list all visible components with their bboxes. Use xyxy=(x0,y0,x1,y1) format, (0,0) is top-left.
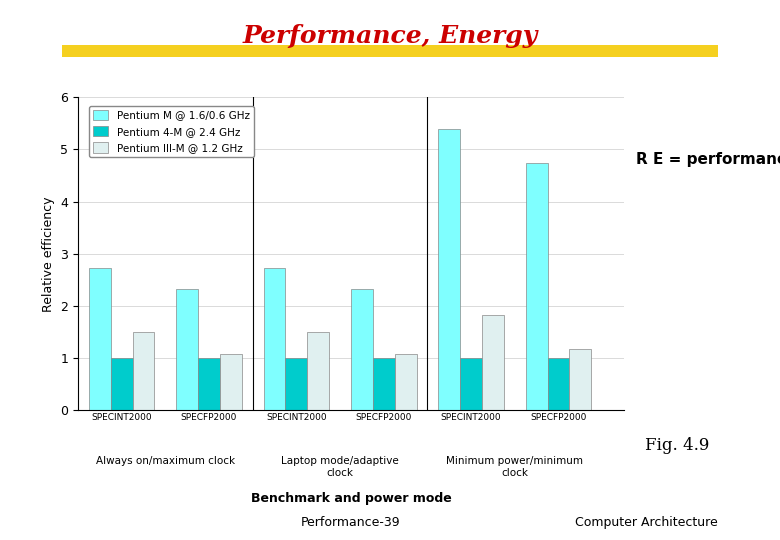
Bar xyxy=(307,332,329,410)
Text: Performance-39: Performance-39 xyxy=(301,516,401,529)
Bar xyxy=(482,315,504,410)
Bar xyxy=(285,358,307,410)
Text: Always on/maximum clock: Always on/maximum clock xyxy=(96,456,235,467)
Bar xyxy=(548,358,569,410)
Bar xyxy=(460,358,482,410)
Bar xyxy=(373,358,395,410)
Bar xyxy=(395,354,417,410)
Bar xyxy=(198,358,220,410)
Text: Minimum power/minimum
clock: Minimum power/minimum clock xyxy=(446,456,583,478)
Bar xyxy=(438,129,460,410)
Bar xyxy=(526,164,548,410)
Text: Benchmark and power mode: Benchmark and power mode xyxy=(250,492,452,505)
Legend: Pentium M @ 1.6/0.6 GHz, Pentium 4-M @ 2.4 GHz, Pentium III-M @ 1.2 GHz: Pentium M @ 1.6/0.6 GHz, Pentium 4-M @ 2… xyxy=(89,105,254,157)
Bar xyxy=(220,354,242,410)
Y-axis label: Relative efficiency: Relative efficiency xyxy=(41,196,55,312)
Text: R E = performance / power: R E = performance / power xyxy=(636,152,780,167)
Bar xyxy=(133,332,154,410)
Text: Laptop mode/adaptive
clock: Laptop mode/adaptive clock xyxy=(282,456,399,478)
Bar xyxy=(569,349,591,410)
Bar xyxy=(89,268,111,410)
Bar xyxy=(111,358,133,410)
Bar xyxy=(351,289,373,410)
Bar xyxy=(176,289,198,410)
Text: Fig. 4.9: Fig. 4.9 xyxy=(645,437,710,454)
Text: Performance, Energy: Performance, Energy xyxy=(243,24,537,48)
Bar xyxy=(264,268,285,410)
Text: Computer Architecture: Computer Architecture xyxy=(575,516,718,529)
